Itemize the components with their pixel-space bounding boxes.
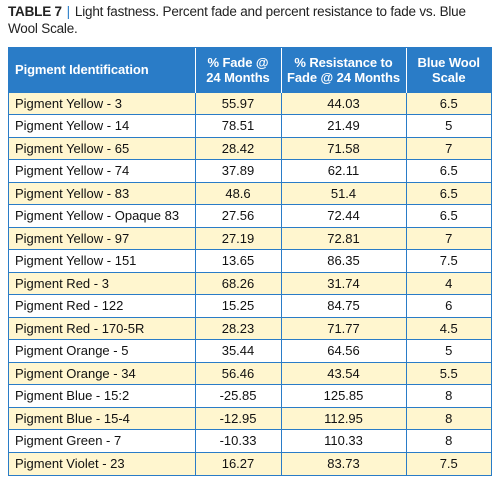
cell-pigment: Pigment Orange - 34 [9,361,195,385]
table-row: Pigment Yellow - 3 55.97 44.03 6.5 [9,91,491,115]
cell-percent-resistance: 83.73 [280,451,406,475]
cell-pigment: Pigment Yellow - 74 [9,159,195,182]
cell-percent-resistance: 44.03 [280,91,406,115]
cell-blue-wool-scale: 8 [405,406,491,430]
cell-percent-fade: 56.46 [194,361,281,385]
cell-percent-resistance: 62.11 [280,159,406,182]
caption-text: Light fastness. Percent fade and percent… [8,4,466,36]
cell-blue-wool-scale: 6.5 [405,204,491,227]
table-caption: TABLE 7 | Light fastness. Percent fade a… [8,3,492,37]
cell-percent-resistance: 31.74 [280,271,406,295]
caption-label: TABLE 7 [8,4,62,19]
cell-blue-wool-scale: 4 [405,271,491,295]
cell-pigment: Pigment Red - 122 [9,294,195,317]
cell-percent-resistance: 72.81 [280,226,406,250]
header-percent-fade: % Fade @ 24 Months [194,48,281,92]
cell-pigment: Pigment Yellow - 83 [9,181,195,205]
cell-blue-wool-scale: 4.5 [405,316,491,340]
cell-blue-wool-scale: 7 [405,226,491,250]
cell-pigment: Pigment Orange - 5 [9,339,195,362]
cell-pigment: Pigment Red - 3 [9,271,195,295]
cell-blue-wool-scale: 8 [405,429,491,452]
cell-percent-resistance: 110.33 [280,429,406,452]
cell-percent-resistance: 21.49 [280,114,406,137]
table-row: Pigment Orange - 5 35.44 64.56 5 [9,339,491,362]
cell-blue-wool-scale: 8 [405,384,491,407]
cell-percent-fade: 37.89 [194,159,281,182]
cell-percent-resistance: 64.56 [280,339,406,362]
cell-percent-fade: 13.65 [194,249,281,272]
table-row: Pigment Yellow - 14 78.51 21.49 5 [9,114,491,137]
cell-percent-resistance: 43.54 [280,361,406,385]
cell-blue-wool-scale: 7 [405,136,491,160]
table-row: Pigment Yellow - Opaque 83 27.56 72.44 6.5 [9,204,491,227]
table-row: Pigment Yellow - 83 48.6 51.4 6.5 [9,181,491,205]
cell-blue-wool-scale: 6.5 [405,91,491,115]
table-row: Pigment Violet - 23 16.27 83.73 7.5 [9,451,491,475]
cell-percent-fade: -10.33 [194,429,281,452]
header-blue-wool-scale: Blue Wool Scale [405,48,491,92]
table-header: Pigment Identification % Fade @ 24 Month… [9,48,491,92]
table-row: Pigment Green - 7 -10.33 110.33 8 [9,429,491,452]
cell-pigment: Pigment Red - 170-5R [9,316,195,340]
cell-blue-wool-scale: 5 [405,339,491,362]
cell-percent-resistance: 86.35 [280,249,406,272]
table-row: Pigment Red - 122 15.25 84.75 6 [9,294,491,317]
cell-percent-fade: 35.44 [194,339,281,362]
table-row: Pigment Orange - 34 56.46 43.54 5.5 [9,361,491,385]
caption-separator: | [66,4,71,19]
table-row: Pigment Blue - 15-4 -12.95 112.95 8 [9,406,491,430]
cell-percent-fade: -12.95 [194,406,281,430]
table-row: Pigment Blue - 15:2 -25.85 125.85 8 [9,384,491,407]
cell-pigment: Pigment Yellow - 65 [9,136,195,160]
cell-percent-fade: 48.6 [194,181,281,205]
table-row: Pigment Red - 170-5R 28.23 71.77 4.5 [9,316,491,340]
table-row: Pigment Red - 3 68.26 31.74 4 [9,271,491,295]
cell-blue-wool-scale: 6.5 [405,181,491,205]
cell-percent-resistance: 84.75 [280,294,406,317]
header-percent-resistance: % Resistance to Fade @ 24 Months [280,48,406,92]
lightfastness-table: Pigment Identification % Fade @ 24 Month… [9,48,491,475]
cell-pigment: Pigment Violet - 23 [9,451,195,475]
cell-percent-fade: 55.97 [194,91,281,115]
cell-pigment: Pigment Yellow - Opaque 83 [9,204,195,227]
cell-percent-resistance: 112.95 [280,406,406,430]
cell-blue-wool-scale: 6 [405,294,491,317]
cell-blue-wool-scale: 5 [405,114,491,137]
cell-pigment: Pigment Green - 7 [9,429,195,452]
cell-percent-resistance: 51.4 [280,181,406,205]
cell-percent-fade: 15.25 [194,294,281,317]
table-row: Pigment Yellow - 74 37.89 62.11 6.5 [9,159,491,182]
cell-pigment: Pigment Yellow - 97 [9,226,195,250]
table-body: Pigment Yellow - 3 55.97 44.03 6.5 Pigment Y… [9,91,491,475]
cell-percent-resistance: 71.58 [280,136,406,160]
cell-percent-fade: -25.85 [194,384,281,407]
lightfastness-table-container: Pigment Identification % Fade @ 24 Month… [8,47,492,476]
header-pigment-identification: Pigment Identification [9,48,195,92]
cell-blue-wool-scale: 7.5 [405,249,491,272]
cell-percent-fade: 27.56 [194,204,281,227]
cell-pigment: Pigment Yellow - 151 [9,249,195,272]
table-row: Pigment Yellow - 65 28.42 71.58 7 [9,136,491,160]
cell-percent-fade: 27.19 [194,226,281,250]
cell-percent-resistance: 71.77 [280,316,406,340]
cell-blue-wool-scale: 6.5 [405,159,491,182]
cell-percent-resistance: 125.85 [280,384,406,407]
cell-percent-fade: 78.51 [194,114,281,137]
cell-pigment: Pigment Yellow - 14 [9,114,195,137]
cell-pigment: Pigment Blue - 15:2 [9,384,195,407]
cell-pigment: Pigment Yellow - 3 [9,91,195,115]
table-row: Pigment Yellow - 151 13.65 86.35 7.5 [9,249,491,272]
cell-percent-fade: 16.27 [194,451,281,475]
cell-percent-fade: 68.26 [194,271,281,295]
header-row: Pigment Identification % Fade @ 24 Month… [9,48,491,92]
cell-blue-wool-scale: 5.5 [405,361,491,385]
cell-percent-fade: 28.42 [194,136,281,160]
cell-pigment: Pigment Blue - 15-4 [9,406,195,430]
cell-percent-fade: 28.23 [194,316,281,340]
cell-percent-resistance: 72.44 [280,204,406,227]
table-row: Pigment Yellow - 97 27.19 72.81 7 [9,226,491,250]
cell-blue-wool-scale: 7.5 [405,451,491,475]
